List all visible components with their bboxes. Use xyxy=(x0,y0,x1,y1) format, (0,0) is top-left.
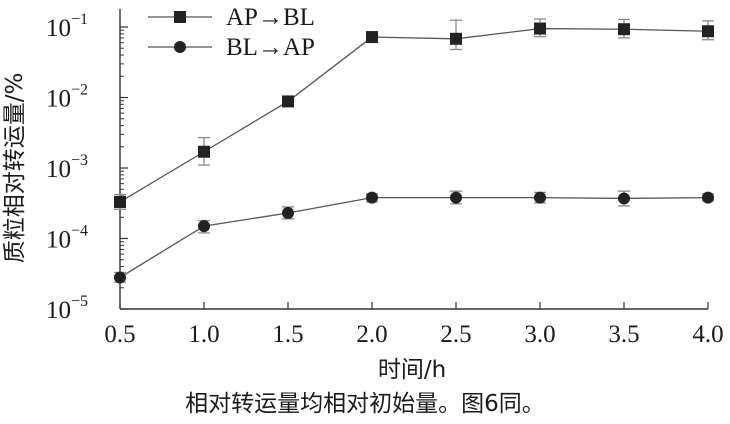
y-tick-label: 10−4 xyxy=(46,223,88,254)
x-tick-label: 1.0 xyxy=(188,321,219,348)
plot-area xyxy=(114,18,714,284)
x-tick-label: 4.0 xyxy=(692,321,723,348)
axes: 0.5 1.0 1.5 2.0 2.5 3.0 3.5 4.0 10−1 10−2 10−3 10−4… xyxy=(2,9,724,383)
figure-caption: 相对转运量均相对初始量。图6同。 xyxy=(185,391,545,417)
data-point xyxy=(618,192,630,205)
legend-label: BL→AP xyxy=(226,34,315,61)
x-tick-label: 0.5 xyxy=(104,321,135,348)
series-line xyxy=(119,196,709,279)
data-point xyxy=(366,191,378,204)
y-tick-label: 10−2 xyxy=(46,82,88,113)
data-point xyxy=(366,31,378,44)
x-tick-label: 3.0 xyxy=(524,321,555,348)
data-point xyxy=(198,220,210,233)
legend-marker xyxy=(174,41,186,53)
data-point xyxy=(450,191,462,204)
data-point xyxy=(198,145,210,158)
x-axis-title: 时间/h xyxy=(378,357,446,383)
data-point xyxy=(702,191,714,204)
data-point xyxy=(114,195,126,208)
x-tick-label: 3.5 xyxy=(608,321,639,348)
x-tick-label: 2.5 xyxy=(440,321,471,348)
chart: 0.5 1.0 1.5 2.0 2.5 3.0 3.5 4.0 10−1 10−2 10−3 10−4… xyxy=(2,4,724,383)
legend-label: AP→BL xyxy=(226,4,315,31)
series-line xyxy=(119,27,709,203)
x-tick-label: 1.5 xyxy=(272,321,303,348)
x-tick-label: 2.0 xyxy=(356,321,387,348)
data-point xyxy=(282,95,294,108)
y-axis-title: 质粒相对转运量/% xyxy=(2,73,28,264)
series-ap-to-bl xyxy=(114,18,714,210)
y-tick-label: 10−5 xyxy=(46,293,88,324)
legend-marker xyxy=(174,11,186,23)
y-tick-label: 10−1 xyxy=(46,11,88,42)
legend-entry: BL→AP xyxy=(148,34,315,61)
data-point xyxy=(282,206,294,219)
data-point xyxy=(534,191,546,204)
legend: AP→BL BL→AP xyxy=(148,4,315,61)
data-point xyxy=(114,271,126,284)
data-point xyxy=(450,32,462,45)
data-point xyxy=(618,23,630,36)
legend-entry: AP→BL xyxy=(148,4,315,31)
series-bl-to-ap xyxy=(114,190,714,284)
data-point xyxy=(702,25,714,38)
data-point xyxy=(534,22,546,35)
y-tick-label: 10−3 xyxy=(46,152,88,183)
